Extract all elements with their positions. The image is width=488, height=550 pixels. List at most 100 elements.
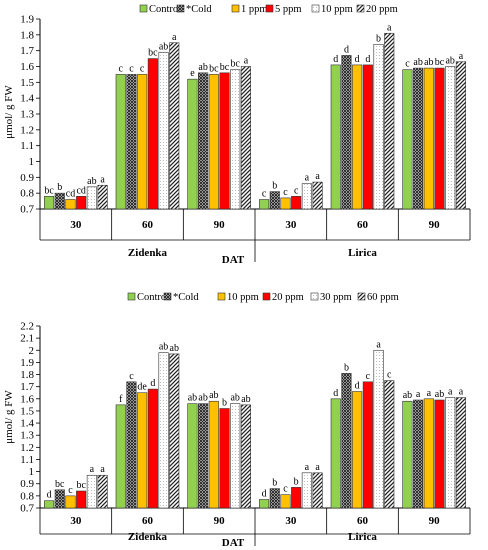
bar (187, 403, 198, 509)
bar-significance-label: c (129, 371, 134, 382)
bar (65, 495, 76, 509)
legend-label: 60 ppm (367, 292, 399, 303)
x-axis-title: DAT (222, 537, 245, 549)
y-tick-label: 0.8 (20, 490, 34, 502)
bar (44, 196, 55, 210)
legend-label: 10 ppm (227, 292, 259, 303)
y-tick-label: 1.4 (20, 93, 34, 105)
legend-label: 1 ppm (241, 4, 268, 15)
bar (330, 64, 341, 210)
y-tick-label: 1.1 (20, 140, 34, 152)
bar-significance-label: b (57, 182, 62, 193)
bar-significance-label: a (387, 22, 392, 33)
bar-significance-label: cd (66, 189, 75, 200)
bar (76, 196, 87, 210)
x-axis-categories: 30 60 90 30 60 90 Zidenka Lirica DAT (39, 209, 471, 266)
bar-significance-label: cd (76, 185, 85, 196)
bar-significance-label: ab (241, 394, 250, 405)
x-axis-categories: 30 60 90 30 60 90 Zidenka Lirica DAT (39, 508, 471, 549)
bar-significance-label: a (459, 387, 464, 398)
bar-significance-label: c (262, 189, 267, 200)
bar (291, 196, 302, 210)
bar-significance-label: c (387, 370, 392, 381)
bar (97, 184, 108, 210)
bar-significance-label: d (355, 381, 360, 392)
bar-significance-label: bc (220, 62, 230, 73)
y-tick-label: 1 (29, 466, 35, 478)
legend-swatch (357, 292, 366, 301)
bar-significance-label: b (344, 362, 349, 373)
y-tick-label: 2.2 (20, 321, 34, 333)
bar (455, 397, 466, 509)
bar-significance-label: f (119, 394, 123, 405)
bar (352, 64, 363, 210)
y-axis: 0.70.80.911.11.21.31.41.51.61.71.81.922.… (3, 321, 41, 515)
y-tick-label: 1.2 (20, 124, 34, 136)
bar (54, 489, 65, 509)
bar-significance-label: ab (170, 343, 179, 354)
bar-significance-label: e (190, 68, 195, 79)
legend-label: 30 ppm (320, 292, 352, 303)
legend-swatch (262, 292, 271, 301)
bar (301, 472, 312, 509)
x-tick-label: 30 (285, 515, 297, 527)
bar-significance-label: bc (148, 48, 158, 59)
bar-significance-label: ab (159, 41, 168, 52)
bar (76, 490, 87, 509)
bar (384, 380, 395, 509)
bar (208, 400, 219, 509)
y-tick-label: 1.8 (20, 29, 34, 41)
bar-significance-label: bc (44, 185, 54, 196)
bar (280, 494, 291, 509)
x-tick-label: 60 (142, 219, 154, 231)
bar-significance-label: d (262, 489, 267, 500)
legend-swatch (231, 4, 240, 13)
legend-label: Control (137, 292, 169, 303)
bar-significance-label: b (294, 476, 299, 487)
legend-label: Control (149, 4, 181, 15)
bar-significance-label: c (140, 63, 145, 74)
bar-significance-label: c (366, 371, 371, 382)
bar (291, 487, 302, 509)
bar (423, 398, 434, 509)
x-axis-title: DAT (222, 254, 245, 266)
bar (269, 488, 280, 509)
bar-significance-label: b (272, 478, 277, 489)
bar (373, 349, 384, 509)
bar (208, 74, 219, 210)
x-group-label: Lirica (348, 531, 377, 543)
y-tick-label: 0.9 (20, 172, 34, 184)
legend-swatch (176, 4, 185, 13)
x-tick-label: 30 (285, 219, 297, 231)
bar-significance-label: ab (209, 390, 218, 401)
bar (312, 181, 323, 210)
bar (115, 404, 126, 509)
bar (240, 66, 251, 210)
bar (352, 391, 363, 509)
bar (240, 404, 251, 509)
x-group-label: Lirica (348, 247, 377, 259)
bar-significance-label: d (333, 54, 338, 65)
bar (384, 32, 395, 210)
legend-swatch (139, 4, 148, 13)
bar (115, 74, 126, 210)
bar (219, 72, 230, 210)
bar (126, 74, 137, 210)
bar-significance-label: a (448, 387, 453, 398)
bar (198, 403, 209, 509)
y-tick-label: 0.7 (20, 503, 34, 515)
bar-significance-label: a (315, 171, 320, 182)
bar-significance-label: a (305, 173, 310, 184)
bar (434, 67, 445, 210)
bar-significance-label: d (365, 54, 370, 65)
y-tick-label: 1.9 (20, 14, 34, 26)
bar (341, 55, 352, 210)
bar-significance-label: bc (230, 59, 240, 70)
bar-significance-label: b (376, 33, 381, 44)
bar (44, 500, 55, 509)
bar (341, 373, 352, 509)
bar-significance-label: b (222, 398, 227, 409)
bar (445, 397, 456, 509)
bar-significance-label: c (405, 59, 410, 70)
bar-significance-label: c (294, 185, 299, 196)
